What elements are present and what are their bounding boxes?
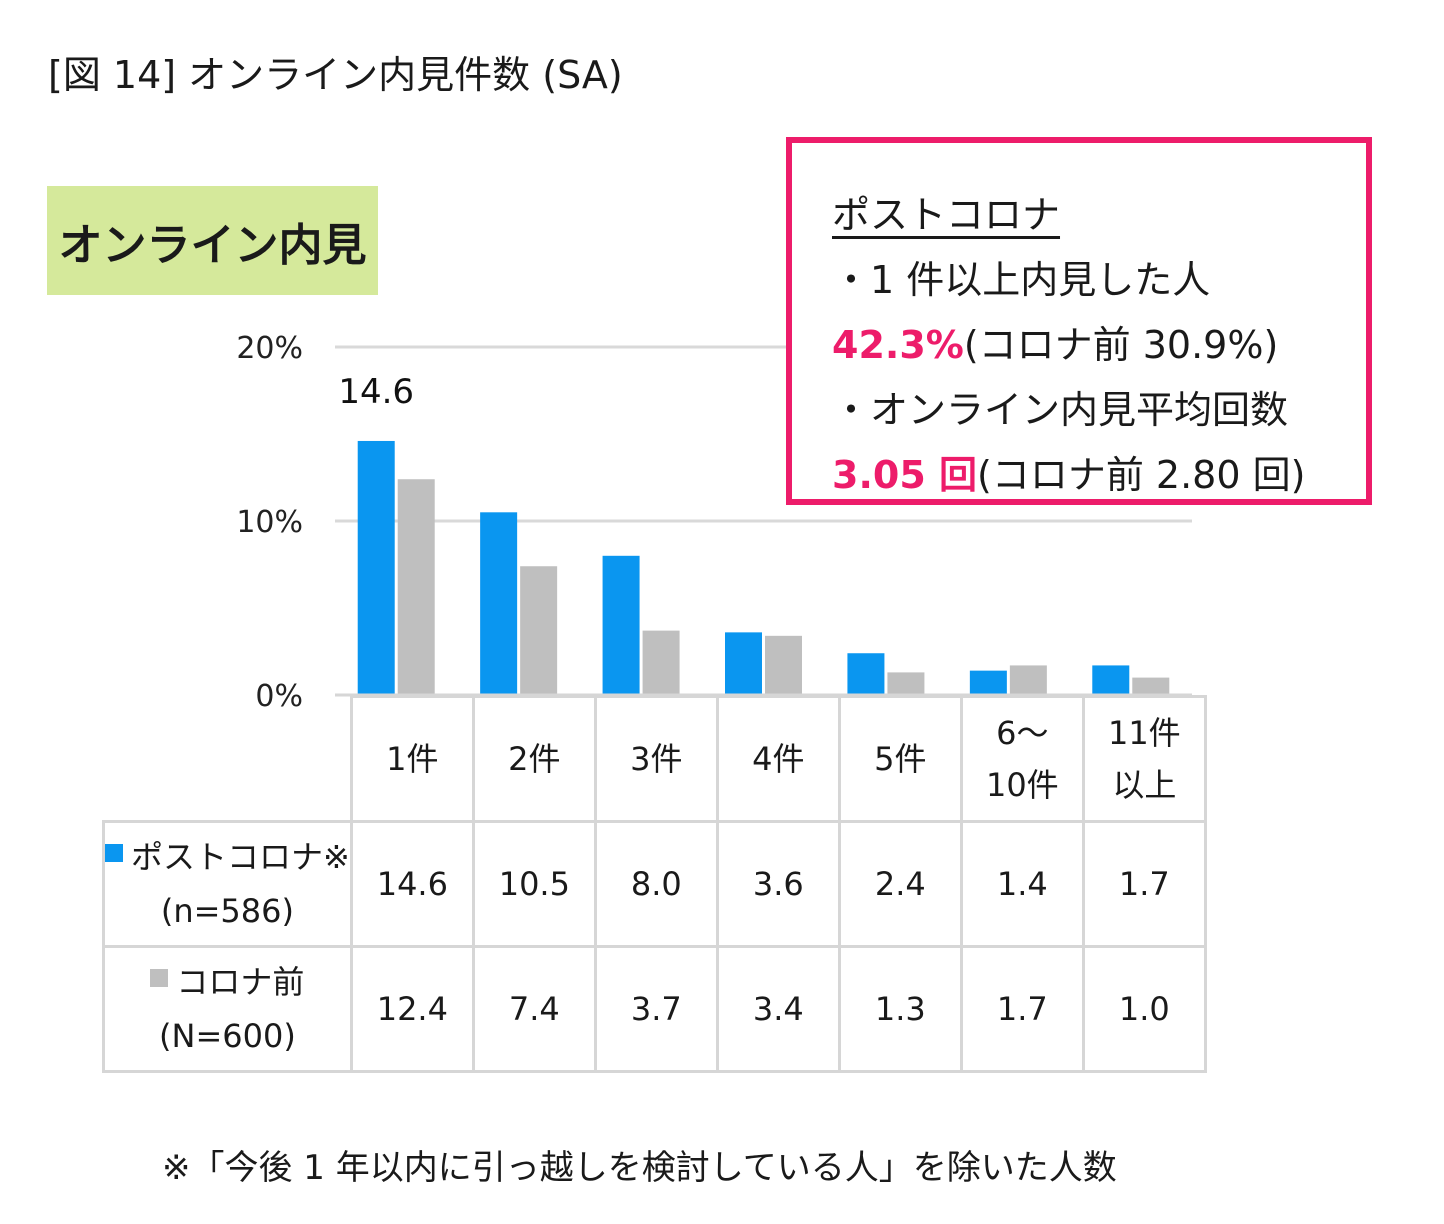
bar-post-corona <box>969 670 1007 695</box>
category-header: 1件 <box>349 695 475 823</box>
table-cell: 1.4 <box>959 820 1085 948</box>
table-cell: 1.7 <box>959 945 1085 1073</box>
callout-rate-value: 42.3% <box>832 323 964 367</box>
table-cell: 7.4 <box>471 945 597 1073</box>
legend-post-corona: ポストコロナ※ (n=586) <box>102 820 353 948</box>
category-line: 10件 <box>985 766 1059 804</box>
bar-pre-corona <box>887 672 925 695</box>
callout-avg-compare: (コロナ前 2.80 回) <box>977 453 1306 497</box>
category-line: 4件 <box>752 740 805 778</box>
table-cell: 3.6 <box>715 820 841 948</box>
data-label: 14.6 <box>338 372 414 412</box>
bar-post-corona <box>847 653 885 695</box>
callout-avg-value: 3.05 回 <box>832 453 977 497</box>
callout-heading: ポストコロナ <box>832 193 1061 237</box>
legend-swatch-gray <box>150 969 169 987</box>
category-header: 6～ 10件 <box>959 695 1085 823</box>
category-line: 2件 <box>508 740 561 778</box>
chart-tag-label: オンライン内見 <box>47 186 378 295</box>
callout-line-3: ・オンライン内見平均回数 <box>832 388 1289 432</box>
table-cell: 3.4 <box>715 945 841 1073</box>
bar-pre-corona <box>1009 665 1047 695</box>
table-cell: 14.6 <box>349 820 475 948</box>
table-cell: 12.4 <box>349 945 475 1073</box>
category-header: 2件 <box>471 695 597 823</box>
sample-size: (n=586) <box>160 892 294 930</box>
category-line: 以上 <box>1112 766 1177 804</box>
bar-pre-corona <box>765 635 802 695</box>
bar-pre-corona <box>397 479 435 695</box>
table-cell: 1.3 <box>837 945 963 1073</box>
callout-line-1: ・1 件以上内見した人 <box>832 258 1211 302</box>
category-header: 4件 <box>715 695 841 823</box>
data-table: 1件 2件 3件 4件 5件 6～ 10件 11件 以上 ポストコロナ※ (n=58… <box>102 695 1207 1073</box>
table-corner <box>104 697 352 822</box>
callout-rate-compare: (コロナ前 30.9%) <box>963 323 1279 367</box>
category-line: 11件 <box>1107 714 1181 752</box>
summary-callout: ポストコロナ ・1 件以上内見した人 42.3%(コロナ前 30.9%) ・オン… <box>786 137 1372 505</box>
category-header: 3件 <box>593 695 719 823</box>
y-tick-label: 0% <box>255 679 303 714</box>
y-tick-label: 20% <box>236 331 303 366</box>
table-cell: 8.0 <box>593 820 719 948</box>
bar-post-corona <box>602 555 640 695</box>
figure-title: [図 14] オンライン内見件数 (SA) <box>48 53 623 97</box>
category-header: 5件 <box>837 695 963 823</box>
bar-post-corona <box>480 512 518 695</box>
legend-swatch-blue <box>105 844 123 862</box>
bar-pre-corona <box>520 566 558 695</box>
bar-post-corona <box>725 632 762 695</box>
bar-pre-corona <box>642 630 680 695</box>
table-cell: 1.0 <box>1081 945 1207 1073</box>
category-line: 5件 <box>874 740 927 778</box>
category-line: 3件 <box>630 740 683 778</box>
legend-label: コロナ前 <box>176 963 305 1001</box>
table-cell: 2.4 <box>837 820 963 948</box>
footnote: ※「今後 1 年以内に引っ越しを検討している人」を除いた人数 <box>162 1148 1117 1188</box>
bar-pre-corona <box>1132 677 1170 695</box>
category-line: 1件 <box>386 740 439 778</box>
legend-pre-corona: コロナ前 (N=600) <box>102 945 353 1073</box>
category-header: 11件以上 <box>1081 695 1207 823</box>
bar-post-corona <box>1092 665 1130 695</box>
table-row-post-corona: ポストコロナ※ (n=586) 14.6 10.5 8.0 3.6 2.4 1.… <box>102 820 1207 948</box>
bar-post-corona <box>357 440 395 695</box>
table-cell: 10.5 <box>471 820 597 948</box>
category-line: 6～ <box>996 714 1049 752</box>
table-cell: 1.7 <box>1081 820 1207 948</box>
sample-size: (N=600) <box>159 1017 296 1055</box>
y-tick-label: 10% <box>236 505 303 540</box>
table-cell: 3.7 <box>593 945 719 1073</box>
table-header-row: 1件 2件 3件 4件 5件 6～ 10件 11件 以上 <box>104 695 1207 823</box>
table-row-pre-corona: コロナ前 (N=600) 12.4 7.4 3.7 3.4 1.3 1.7 1.… <box>102 945 1207 1073</box>
legend-label: ポストコロナ※ <box>131 838 350 876</box>
